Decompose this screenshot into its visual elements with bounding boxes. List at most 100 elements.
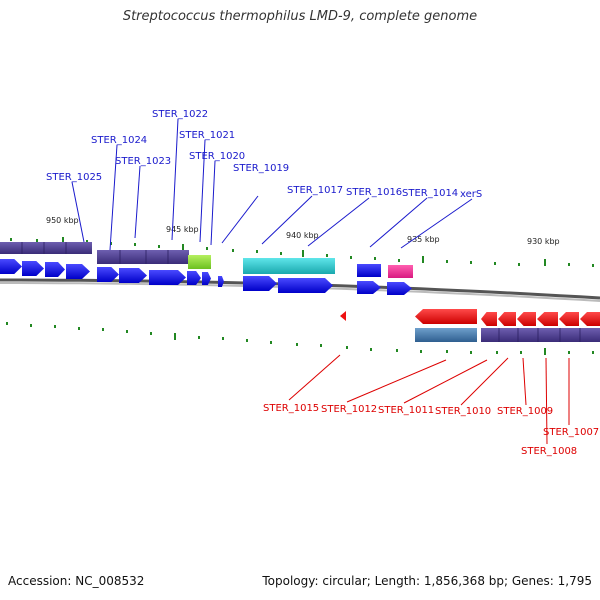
forward-label-leader [171,118,179,241]
cyan-feature-bar [243,258,335,274]
genome-summary: Topology: circular; Length: 1,856,368 bp… [262,574,592,588]
forward-gene-arrow [66,264,90,279]
forward-gene-arrow [149,270,186,285]
scale-tick [592,264,594,267]
scale-tick [256,250,258,253]
reverse-label-leader [460,357,509,406]
reverse-gene-arrow [517,312,536,326]
forward-gene-arrow [45,262,65,277]
scale-tick [422,256,424,263]
scale-tick [54,325,56,328]
scale-tick [62,237,64,244]
accession-label: Accession: NC_008532 [8,574,145,588]
scale-tick [134,243,136,246]
reverse-label-leader [346,359,447,403]
scale-tick [494,262,496,265]
forward-gene-arrow [0,259,22,274]
forward-gene-label: STER_1024 [91,135,147,146]
scale-tick [246,339,248,342]
scale-tick [198,336,200,339]
scale-label-945: 945 kbp [166,225,199,234]
forward-label-leader [210,160,216,246]
scale-tick [470,351,472,354]
scale-tick [326,254,328,257]
scale-tick [126,330,128,333]
forward-label-leader [221,195,259,244]
reverse-gene-arrow [498,312,516,326]
scale-tick [6,322,8,325]
scale-tick [350,256,352,259]
pseudogene-bar [0,242,92,254]
scale-tick [270,341,272,344]
reverse-gene-arrow [481,312,497,326]
forward-gene-arrow [97,267,119,282]
scale-tick [396,349,398,352]
forward-gene-arrow [22,261,44,276]
forward-gene-label: STER_1020 [189,151,245,162]
reverse-gene-arrow [415,309,477,324]
scale-tick [320,344,322,347]
scale-tick [496,351,498,354]
reverse-label-leader [288,354,341,401]
forward-label-leader [261,195,313,245]
forward-gene-arrow [202,272,211,285]
reverse-gene-label: STER_1010 [435,406,491,417]
green-feature-bar [188,255,211,269]
scale-label-935: 935 kbp [407,235,440,244]
forward-gene-arrow [357,281,381,294]
genome-title: Streptococcus thermophilus LMD-9, comple… [122,9,478,24]
forward-gene-label: STER_1021 [179,130,235,141]
reverse-label-leader [403,359,488,404]
forward-gene-arrow [187,271,201,285]
reverse-gene-label: STER_1008 [521,446,577,457]
scale-tick [446,260,448,263]
forward-label-leader [71,181,85,243]
scale-tick [30,324,32,327]
scale-tick [174,333,176,340]
scale-tick [296,343,298,346]
scale-tick [102,328,104,331]
forward-gene-label: STER_1017 [287,185,343,196]
scale-tick [520,351,522,354]
reverse-gene-label: STER_1012 [321,404,377,415]
scale-tick [10,238,12,241]
scale-tick [470,261,472,264]
scale-tick [150,332,152,335]
scale-tick [158,245,160,248]
forward-gene-arrow [243,276,277,291]
scale-tick [370,348,372,351]
forward-gene-arrow [218,276,224,287]
scale-tick [280,252,282,255]
scale-tick [518,263,520,266]
scale-tick [36,239,38,242]
scale-tick [110,242,112,245]
reverse-gene-label: STER_1009 [497,406,553,417]
scale-tick [420,350,422,353]
reverse-gene-arrow [559,312,579,326]
scale-tick [182,244,184,251]
reverse-label-leader [522,357,527,406]
reverse-gene-label: STER_1015 [263,403,319,414]
scale-tick [398,259,400,262]
forward-label-leader [109,144,118,251]
reverse-gene-arrow [340,311,346,321]
scale-tick [592,351,594,354]
scale-tick [86,240,88,243]
forward-label-leader [307,197,370,247]
forward-gene-label: STER_1014 [402,188,458,199]
forward-gene-label: STER_1019 [233,163,289,174]
reverse-gene-arrow [580,312,600,326]
scale-tick [346,346,348,349]
scale-label-940: 940 kbp [286,231,319,240]
scale-tick [544,348,546,355]
scale-tick [374,257,376,260]
forward-label-leader [199,139,206,243]
pseudogene-bar [481,328,600,342]
forward-label-leader [134,165,141,239]
steel-feature-bar [415,328,477,342]
feature-bar [357,264,381,277]
forward-gene-label: xerS [460,189,482,200]
forward-gene-arrow [387,282,412,295]
forward-label-leader [369,197,428,248]
